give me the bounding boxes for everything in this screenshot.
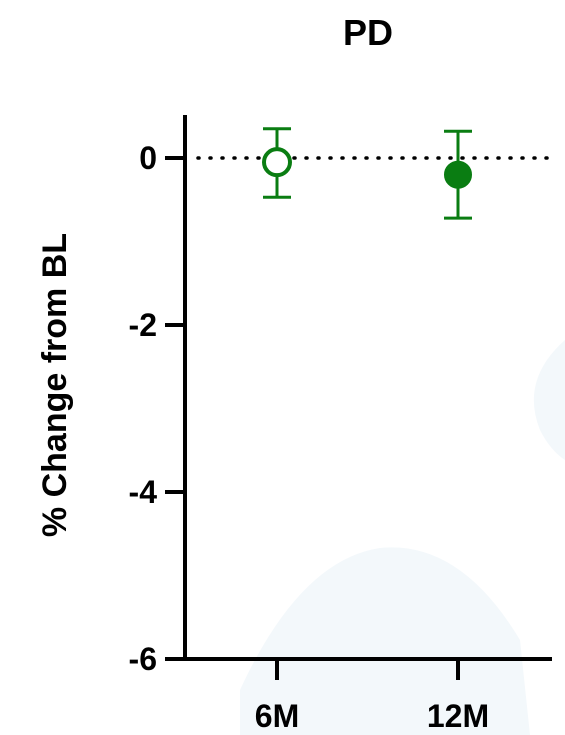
- y-axis-label: % Change from BL: [36, 233, 74, 537]
- data-marks: [262, 127, 472, 220]
- y-tick-0: 0: [139, 140, 185, 176]
- y-tick-label: 0: [139, 140, 157, 176]
- x-tick-6m: 6M: [255, 659, 299, 734]
- y-tick-label: -4: [129, 474, 158, 510]
- y-tick-label: -6: [129, 641, 157, 677]
- y-tick-label: -2: [129, 307, 157, 343]
- y-tick-minus-4: -4: [129, 474, 185, 510]
- point-12m: [444, 129, 472, 220]
- chart-title: PD: [343, 12, 393, 53]
- y-tick-minus-2: -2: [129, 307, 185, 343]
- x-tick-label: 6M: [255, 698, 299, 734]
- point-6m: [262, 127, 292, 199]
- filled-circle-marker: [444, 160, 472, 189]
- background-watermark: [240, 340, 565, 735]
- x-tick-label: 12M: [427, 698, 489, 734]
- open-circle-marker: [262, 147, 292, 178]
- x-tick-12m: 12M: [427, 659, 489, 734]
- y-tick-minus-6: -6: [129, 641, 185, 677]
